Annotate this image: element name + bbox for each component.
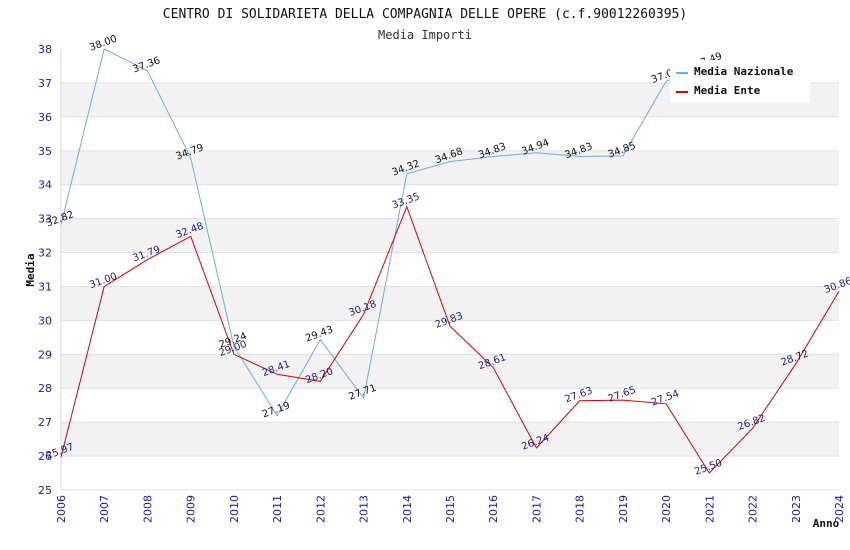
grid-band: [61, 388, 839, 423]
x-axis-label: Anno: [813, 517, 840, 530]
y-tick-label: 30: [38, 314, 52, 327]
y-tick-labels: 25 26 27 28 29 30 31 32 33 34 35 36 37 38: [38, 43, 52, 497]
y-tick-label: 36: [38, 111, 52, 124]
grid-band: [61, 184, 839, 219]
grid-band: [61, 456, 839, 490]
x-tick-label: 2017: [530, 495, 543, 523]
x-tick-label: 2013: [358, 495, 371, 523]
x-tick-label: 2007: [98, 495, 111, 523]
y-axis-label: Media: [24, 253, 37, 286]
y-tick-label: 32: [38, 247, 52, 260]
y-tick-label: 37: [38, 77, 52, 90]
y-tick-label: 33: [38, 213, 52, 226]
x-tick-label: 2010: [228, 495, 241, 523]
grid-band: [61, 354, 839, 389]
y-tick-label: 29: [38, 348, 52, 361]
legend-label-ente: Media Ente: [694, 84, 761, 97]
legend: Media Nazionale Media Ente: [670, 60, 810, 102]
grid-band: [61, 252, 839, 287]
grid-bands: [60, 49, 839, 491]
series-lines: [60, 48, 840, 474]
x-tick-label: 2024: [833, 495, 846, 523]
chart-subtitle: Media Importi: [378, 28, 472, 42]
grid-band: [61, 422, 839, 457]
grid-band: [61, 150, 839, 185]
y-tick-label: 28: [38, 382, 52, 395]
y-tick-label: 35: [38, 145, 52, 158]
x-tick-label: 2006: [55, 495, 68, 523]
x-tick-label: 2018: [574, 495, 587, 523]
series-line-0: [60, 48, 710, 417]
grid-band: [61, 218, 839, 253]
x-tick-label: 2012: [314, 495, 327, 523]
y-tick-label: 26: [38, 450, 52, 463]
x-tick-label: 2021: [703, 495, 716, 523]
y-tick-label: 38: [38, 43, 52, 56]
y-tick-label: 25: [38, 484, 52, 497]
x-tick-label: 2023: [790, 495, 803, 523]
chart-title: CENTRO DI SOLIDARIETA DELLA COMPAGNIA DE…: [163, 7, 687, 22]
x-tick-label: 2008: [141, 495, 154, 523]
grid-band: [61, 286, 839, 321]
legend-box: [670, 60, 810, 102]
x-tick-label: 2020: [660, 495, 673, 523]
x-tick-label: 2022: [747, 495, 760, 523]
x-tick-label: 2011: [271, 495, 284, 523]
y-tick-label: 27: [38, 416, 52, 429]
x-tick-label: 2016: [487, 495, 500, 523]
y-tick-label: 31: [38, 280, 52, 293]
x-tick-label: 2015: [444, 495, 457, 523]
x-tick-label: 2009: [185, 495, 198, 523]
series-line-1: [60, 205, 840, 474]
y-tick-label: 34: [38, 179, 52, 192]
x-tick-labels: 2006 2007 2008 2009 2010 2011 2012 2013 2014 2015…: [55, 495, 846, 523]
legend-label-nazionale: Media Nazionale: [694, 65, 794, 78]
x-tick-label: 2019: [617, 495, 630, 523]
grid-band: [61, 116, 839, 151]
x-tick-label: 2014: [401, 495, 414, 523]
